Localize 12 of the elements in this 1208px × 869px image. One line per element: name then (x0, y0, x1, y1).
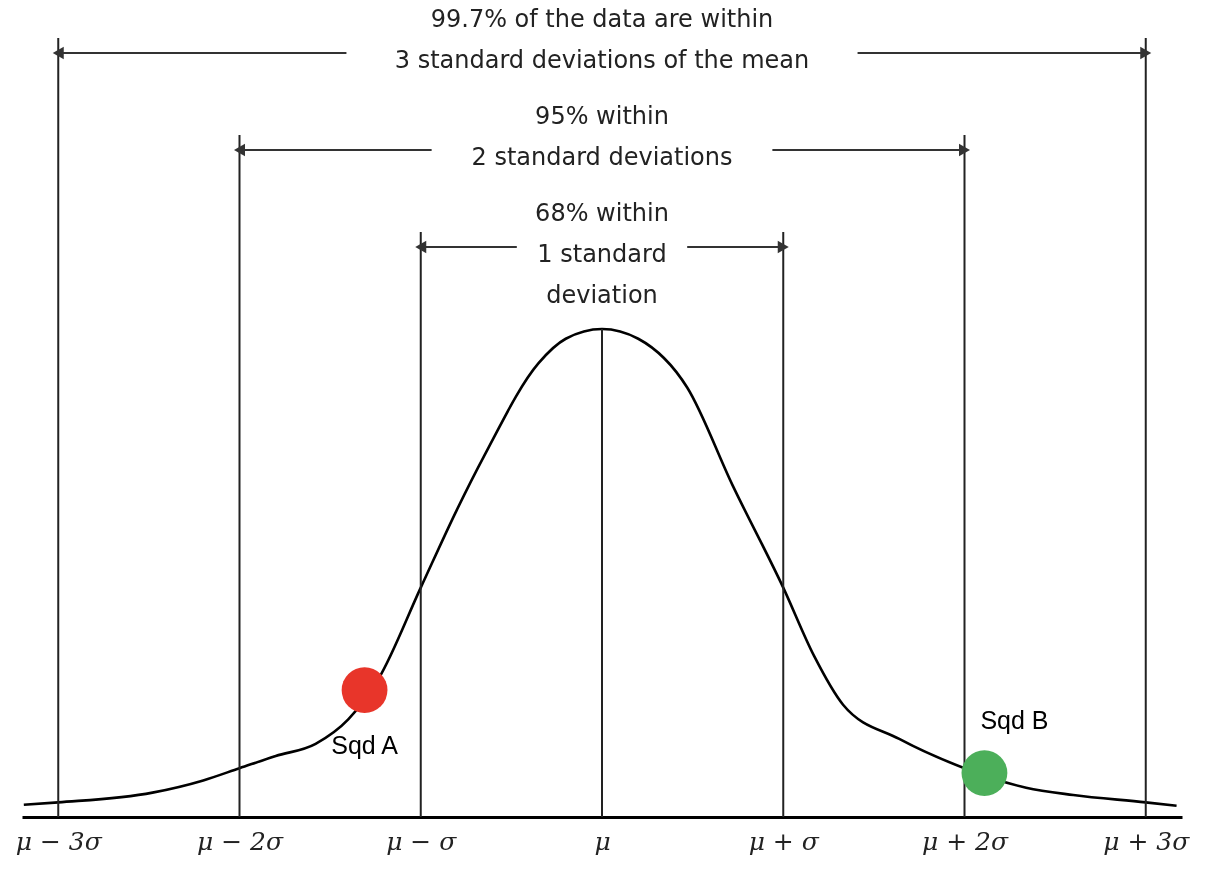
text: 68% within 1 standard deviation (535, 199, 669, 309)
text: 95% within 2 standard deviations (471, 102, 733, 171)
x-tick-label: μ − 3σ (15, 826, 103, 856)
x-tick-label: μ − σ (386, 826, 458, 856)
x-tick-label: μ + 3σ (1103, 826, 1191, 856)
series-label: Sqd B (980, 706, 1049, 735)
x-tick-label: μ + 2σ (921, 826, 1009, 856)
x-tick-label: μ (594, 826, 611, 856)
x-tick-label: μ − 2σ (196, 826, 284, 856)
text: 99.7% of the data are within 3 standard deviations of the mean (394, 5, 810, 74)
series-label: Sqd A (331, 731, 399, 760)
x-tick-label: μ + σ (748, 826, 820, 856)
